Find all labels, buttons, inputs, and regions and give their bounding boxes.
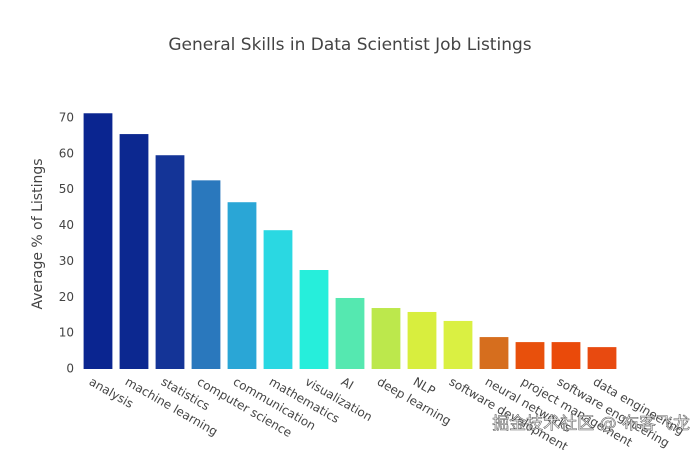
- bar: [551, 342, 581, 369]
- chart-title: General Skills in Data Scientist Job Lis…: [168, 35, 531, 55]
- y-tick-label: 10: [59, 326, 74, 340]
- bar: [371, 308, 401, 369]
- bar: [155, 155, 185, 369]
- bar: [227, 202, 257, 369]
- bar: [443, 320, 473, 369]
- bar: [119, 134, 149, 369]
- watermark: 掘金技术社区 @ 布客飞龙: [492, 414, 690, 434]
- y-tick-label: 30: [59, 254, 74, 268]
- bar: [335, 297, 365, 369]
- y-tick-label: 70: [59, 110, 74, 124]
- bar: [83, 113, 113, 370]
- bar: [479, 337, 509, 369]
- y-tick-label: 0: [66, 362, 74, 376]
- y-tick-label: 60: [59, 146, 74, 160]
- y-tick-label: 40: [59, 218, 74, 232]
- bar: [299, 270, 329, 369]
- bar: [407, 311, 437, 369]
- bar: [515, 342, 545, 369]
- y-tick-label: 50: [59, 182, 74, 196]
- y-axis-title: Average % of Listings: [30, 158, 46, 309]
- bar: [263, 230, 293, 369]
- y-tick-label: 20: [59, 290, 74, 304]
- bar: [191, 180, 221, 369]
- x-tick-label: AI: [339, 375, 356, 393]
- bar: [587, 347, 617, 369]
